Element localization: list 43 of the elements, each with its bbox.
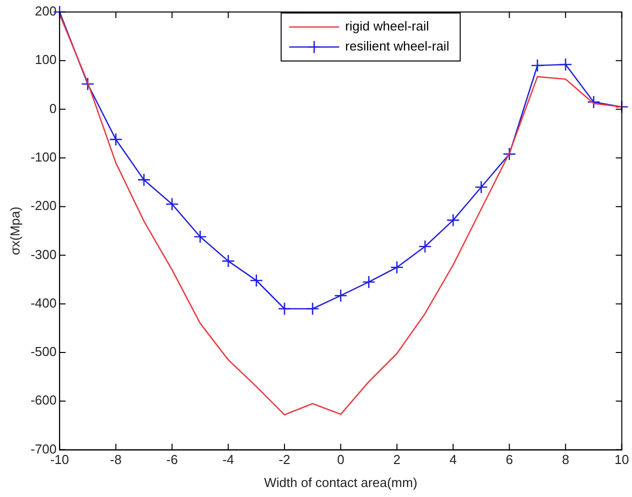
point	[250, 274, 264, 288]
point	[165, 197, 179, 211]
x-tick-label: -8	[110, 452, 122, 468]
point	[334, 288, 348, 302]
x-tick-label: -2	[278, 452, 290, 468]
point	[446, 214, 460, 227]
point	[278, 302, 292, 316]
legend-label: rigid wheel-rail	[345, 18, 430, 34]
y-tick-label: -300	[30, 246, 57, 262]
x-tick-label: 6	[506, 452, 513, 468]
point	[418, 240, 432, 254]
point	[587, 95, 600, 109]
legend-label: resilient wheel-rail	[345, 38, 450, 54]
x-tick-label: 2	[393, 452, 401, 468]
point	[362, 275, 376, 289]
y-tick-label: -600	[30, 392, 57, 408]
point	[530, 58, 544, 72]
y-tick-label: -400	[30, 295, 57, 310]
x-tick-label: 8	[562, 452, 570, 468]
x-axis-title: Width of contact area(mm)	[264, 474, 418, 490]
point	[306, 302, 320, 316]
y-tick-label: 200	[34, 4, 57, 19]
y-tick-label: 100	[34, 52, 57, 68]
point	[222, 254, 235, 268]
point	[474, 180, 488, 194]
point	[558, 58, 572, 72]
x-tick-label: -4	[222, 452, 234, 468]
point	[81, 77, 94, 91]
point	[390, 260, 404, 274]
y-axis-title: σx(Mpa)	[7, 206, 22, 256]
y-tick-label: -200	[30, 198, 57, 214]
point	[109, 132, 122, 146]
point	[137, 173, 151, 186]
x-tick-label: -6	[166, 452, 178, 468]
point	[194, 230, 207, 244]
x-tick-label: 4	[450, 452, 457, 468]
point	[502, 147, 516, 161]
y-tick-label: -100	[30, 150, 57, 165]
y-tick-label: -500	[30, 344, 57, 360]
x-tick-label: 0	[337, 452, 344, 468]
y-tick-label: 0	[49, 100, 57, 116]
x-tick-label: 10	[614, 452, 630, 468]
point	[615, 100, 628, 114]
